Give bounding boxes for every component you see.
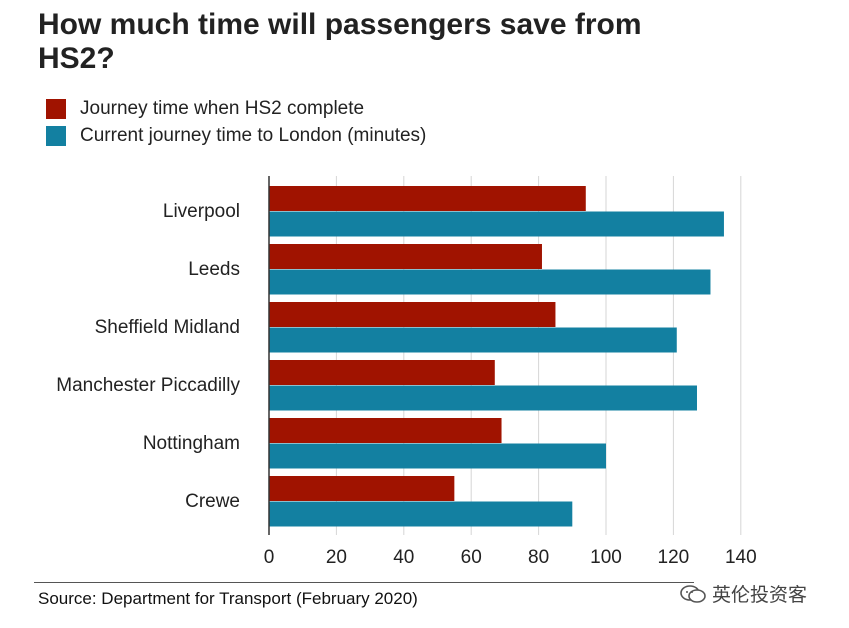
x-tick-label: 60: [461, 547, 482, 568]
bar-hs2: [269, 476, 455, 501]
chart-title: How much time will passengers save from …: [38, 8, 642, 75]
bar-hs2: [269, 244, 542, 269]
category-label: Sheffield Midland: [95, 317, 240, 338]
bar-current: [269, 385, 697, 411]
category-label: Nottingham: [143, 433, 240, 454]
x-tick-label: 0: [264, 547, 275, 568]
category-label: Crewe: [185, 491, 240, 512]
watermark-text: 英伦投资客: [712, 585, 808, 606]
legend-label-hs2: Journey time when HS2 complete: [80, 97, 365, 119]
category-label: Leeds: [188, 259, 240, 280]
bar-current: [269, 211, 724, 237]
bar-current: [269, 443, 606, 469]
bar-current: [269, 327, 677, 353]
bar-hs2: [269, 360, 495, 385]
chat-bubbles-icon: [680, 584, 706, 603]
source-note: Source: Department for Transport (Februa…: [38, 589, 418, 608]
legend-item-hs2: Journey time when HS2 complete: [46, 95, 426, 122]
x-tick-label: 80: [528, 547, 549, 568]
x-tick-label: 140: [725, 547, 757, 568]
legend-swatch-current: [46, 125, 66, 146]
x-tick-label: 120: [658, 547, 690, 568]
bar-current: [269, 269, 711, 295]
legend: Journey time when HS2 complete Current j…: [46, 95, 426, 149]
bar-hs2: [269, 302, 556, 327]
footer-divider: [34, 582, 694, 583]
watermark: 英伦投资客: [680, 580, 807, 607]
legend-label-current: Current journey time to London (minutes): [80, 124, 427, 146]
bar-hs2: [269, 418, 502, 443]
x-tick-label: 100: [590, 547, 622, 568]
bar-hs2: [269, 186, 586, 211]
bar-current: [269, 501, 573, 527]
x-tick-label: 20: [326, 547, 347, 568]
legend-item-current: Current journey time to London (minutes): [46, 122, 426, 149]
x-tick-label: 40: [393, 547, 414, 568]
category-label: Manchester Piccadilly: [56, 375, 240, 396]
legend-swatch-hs2: [46, 98, 66, 119]
category-label: Liverpool: [163, 201, 240, 222]
